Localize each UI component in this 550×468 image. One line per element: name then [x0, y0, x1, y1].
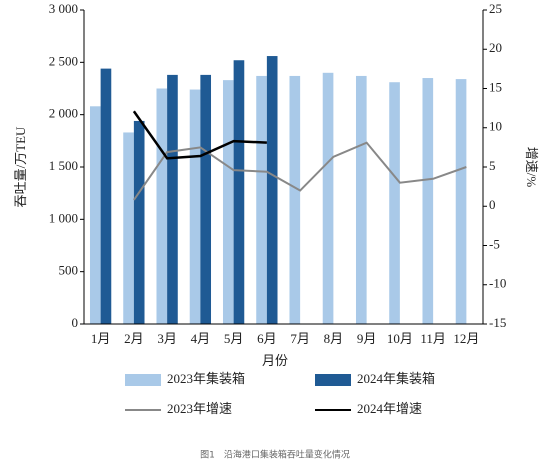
x-tick-label: 4月	[191, 331, 211, 346]
y2-tick-label: 5	[489, 158, 496, 173]
x-tick-label: 7月	[290, 331, 310, 346]
bar	[123, 132, 134, 324]
y-tick-label: 2 000	[49, 106, 78, 121]
y2-tick-label: 10	[489, 119, 502, 134]
x-axis-title: 月份	[262, 353, 288, 368]
y-tick-label: 500	[59, 263, 79, 278]
bar	[100, 68, 112, 324]
y-tick-label: 2 500	[49, 53, 78, 68]
y-axis-title: 吞吐量/万TEU	[13, 126, 28, 207]
bar	[422, 78, 434, 325]
y2-axis-title: 增速/%	[524, 147, 539, 188]
bar	[256, 75, 267, 324]
bar	[200, 74, 212, 324]
legend-label: 2024年集装箱	[357, 371, 435, 386]
x-tick-label: 3月	[157, 331, 177, 346]
x-tick-label: 1月	[91, 331, 111, 346]
y2-tick-label: -10	[489, 276, 506, 291]
bar	[167, 74, 178, 324]
legend-label: 2023年集装箱	[167, 371, 245, 386]
bar	[89, 106, 101, 324]
y2-tick-label: -15	[489, 315, 506, 330]
y-tick-label: 3 000	[49, 1, 78, 16]
y2-tick-label: 20	[489, 40, 502, 55]
line	[133, 141, 467, 201]
bar	[389, 82, 400, 324]
legend-label: 2024年增速	[357, 401, 422, 416]
caption: 图1 沿海港口集装箱吞吐量变化情况	[200, 449, 350, 461]
bar	[189, 89, 201, 325]
legend-swatch	[125, 374, 161, 386]
x-tick-label: 10月	[387, 331, 413, 346]
bar	[322, 72, 334, 324]
x-tick-label: 5月	[224, 331, 244, 346]
y-tick-label: 1 000	[49, 210, 78, 225]
x-tick-label: 2月	[124, 331, 144, 346]
x-tick-label: 6月	[257, 331, 277, 346]
y2-tick-label: -5	[489, 236, 500, 251]
bar	[355, 75, 367, 324]
bar	[266, 56, 278, 324]
y2-tick-label: 0	[489, 197, 496, 212]
y-tick-label: 1 500	[49, 158, 78, 173]
bar	[133, 120, 145, 325]
legend-swatch	[315, 374, 351, 386]
y2-tick-label: 25	[489, 1, 502, 16]
line	[132, 110, 267, 160]
bar	[222, 80, 234, 324]
legend-label: 2023年增速	[167, 401, 232, 416]
y-tick-label: 0	[72, 315, 79, 330]
bar	[233, 60, 245, 325]
y2-tick-label: 15	[489, 79, 502, 94]
bar	[289, 75, 301, 324]
x-tick-label: 9月	[357, 331, 377, 346]
x-tick-label: 11月	[420, 331, 446, 346]
x-tick-label: 12月	[453, 331, 479, 346]
bar	[156, 88, 168, 324]
x-tick-label: 8月	[324, 331, 344, 346]
bar	[455, 79, 467, 324]
